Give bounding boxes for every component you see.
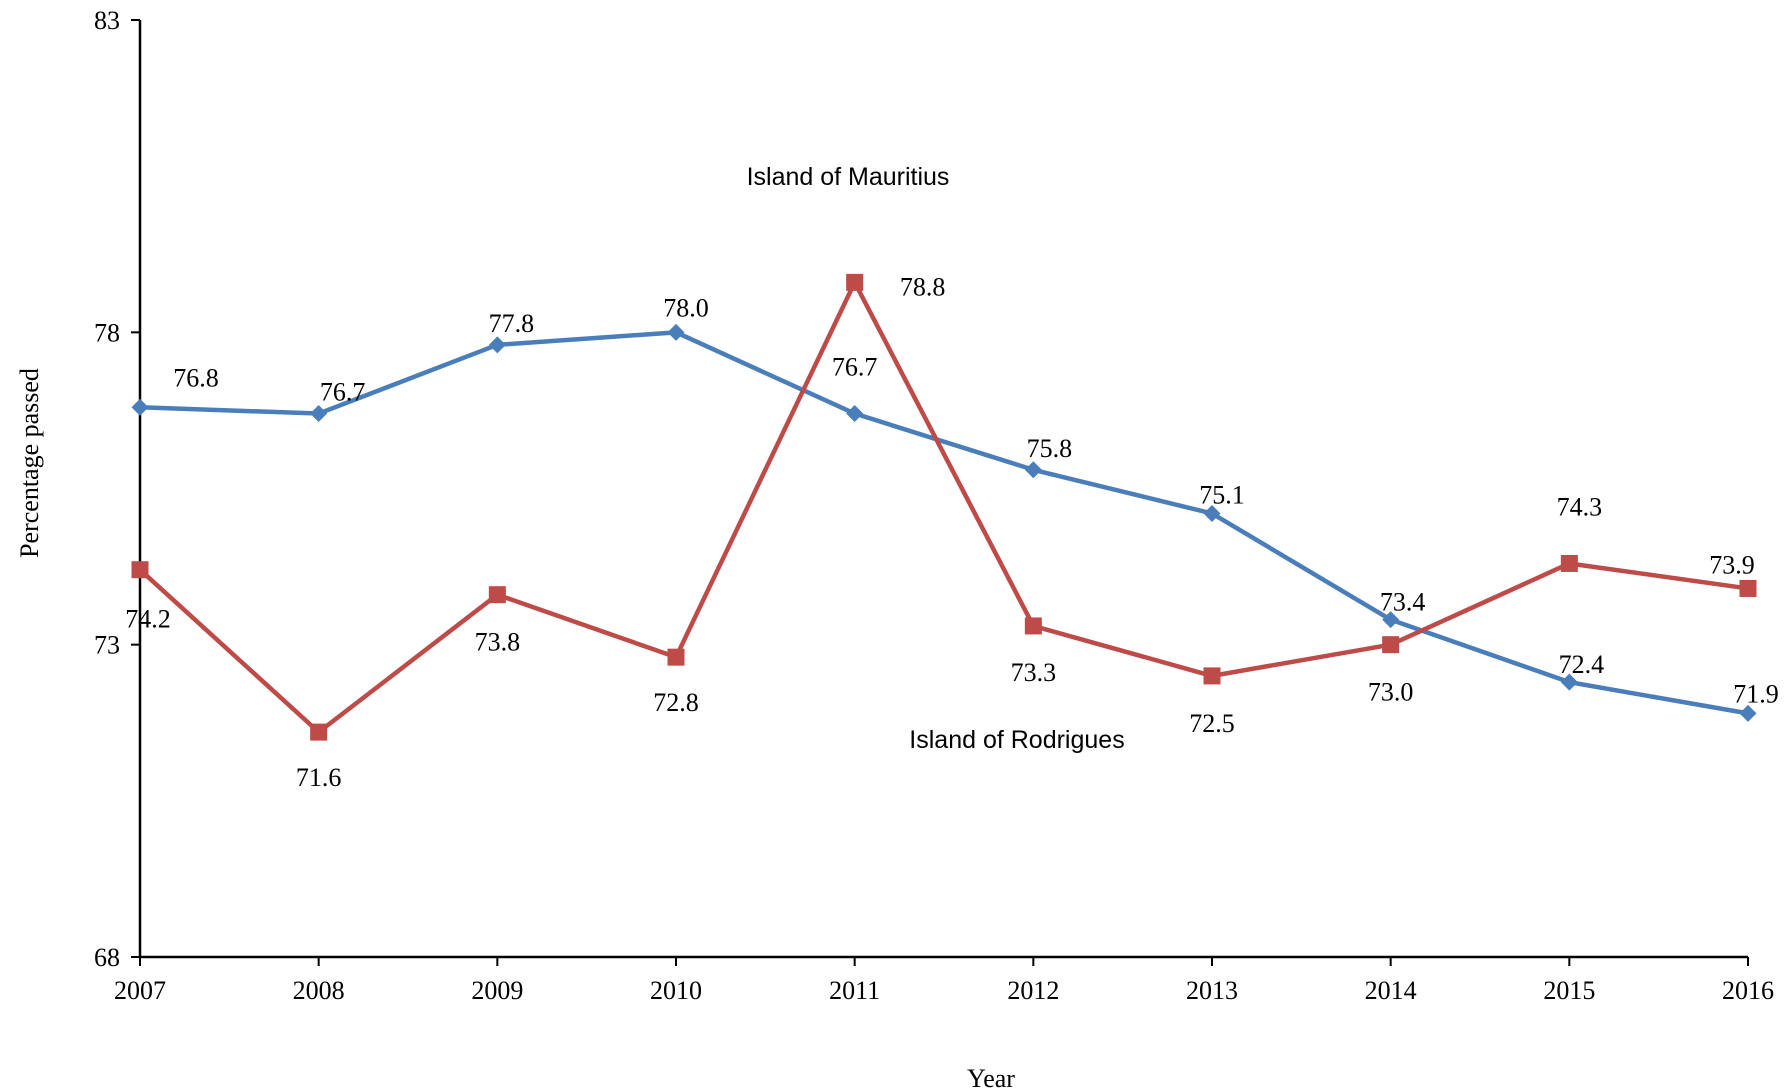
axes <box>138 20 1748 959</box>
rodrigues-point-2011 <box>846 273 864 291</box>
series-line-rodrigues <box>138 280 1749 735</box>
rodrigues-point-2014 <box>1382 636 1400 654</box>
y-tick-label: 78 <box>94 318 120 347</box>
data-label-rodrigues: 74.3 <box>1557 492 1603 521</box>
data-label-rodrigues: 74.2 <box>125 605 171 634</box>
data-label-rodrigues: 73.3 <box>1011 658 1057 687</box>
series-annotation-mauritius: Island of Mauritius <box>747 163 950 191</box>
data-label-mauritius: 76.7 <box>832 353 878 382</box>
mauritius-point-2016 <box>1739 704 1757 722</box>
x-tick-label: 2008 <box>293 976 345 1005</box>
rodrigues-point-2016 <box>1739 579 1757 597</box>
rodrigues-point-2012 <box>1024 617 1042 635</box>
mauritius-point-2012 <box>1024 461 1042 479</box>
rodrigues-point-2010 <box>667 648 685 666</box>
mauritius-point-2015 <box>1560 673 1578 691</box>
data-label-mauritius: 71.9 <box>1733 679 1779 708</box>
y-axis-title: Percentage passed <box>15 368 44 558</box>
data-label-mauritius: 75.8 <box>1027 434 1073 463</box>
x-tick-label: 2015 <box>1543 976 1595 1005</box>
y-ticks: 68 73 78 83 <box>94 6 140 972</box>
data-label-rodrigues: 73.0 <box>1368 678 1414 707</box>
x-axis-title: Year <box>967 1064 1015 1092</box>
x-tick-label: 2009 <box>471 976 523 1005</box>
series-layer <box>131 273 1757 741</box>
data-label-rodrigues: 73.8 <box>475 628 521 657</box>
x-tick-label: 2013 <box>1186 976 1238 1005</box>
rodrigues-point-2007 <box>131 561 149 579</box>
data-label-rodrigues: 72.5 <box>1189 709 1235 738</box>
data-label-mauritius: 76.7 <box>320 378 366 407</box>
data-label-rodrigues: 72.8 <box>653 688 699 717</box>
x-ticks: 2007 2008 2009 2010 2011 2012 2013 2014 2015 2016 <box>114 957 1774 1005</box>
mauritius-point-2013 <box>1203 504 1221 522</box>
data-label-rodrigues: 71.6 <box>296 763 342 792</box>
x-tick-label: 2014 <box>1365 976 1417 1005</box>
data-label-rodrigues: 78.8 <box>900 272 946 301</box>
data-label-mauritius: 76.8 <box>173 363 219 392</box>
rodrigues-point-2009 <box>488 586 506 604</box>
mauritius-point-2014 <box>1382 611 1400 629</box>
mauritius-point-2010 <box>667 323 685 341</box>
mauritius-point-2007 <box>131 398 149 416</box>
data-label-mauritius: 75.1 <box>1199 480 1245 509</box>
x-tick-label: 2007 <box>114 976 166 1005</box>
x-tick-label: 2012 <box>1007 976 1059 1005</box>
data-label-mauritius: 73.4 <box>1380 588 1426 617</box>
x-tick-label: 2016 <box>1722 976 1774 1005</box>
x-tick-label: 2010 <box>650 976 702 1005</box>
data-label-mauritius: 78.0 <box>663 293 709 322</box>
mauritius-point-2009 <box>488 336 506 354</box>
y-tick-label: 68 <box>94 943 120 972</box>
data-label-mauritius: 77.8 <box>489 309 535 338</box>
mauritius-point-2011 <box>846 405 864 423</box>
mauritius-point-2008 <box>310 405 328 423</box>
rodrigues-point-2013 <box>1203 667 1221 685</box>
rodrigues-point-2015 <box>1560 554 1578 572</box>
x-tick-label: 2011 <box>829 976 880 1005</box>
series-line-mauritius <box>139 330 1749 716</box>
data-label-mauritius: 72.4 <box>1559 650 1605 679</box>
data-labels: 76.8 76.7 77.8 78.0 76.7 75.8 75.1 73.4 72.4 71.9… <box>125 272 1779 792</box>
y-tick-label: 73 <box>94 631 120 660</box>
series-annotation-rodrigues: Island of Rodrigues <box>909 726 1124 754</box>
y-tick-label: 83 <box>94 6 120 35</box>
rodrigues-point-2008 <box>310 723 328 741</box>
data-label-rodrigues: 73.9 <box>1709 550 1755 579</box>
